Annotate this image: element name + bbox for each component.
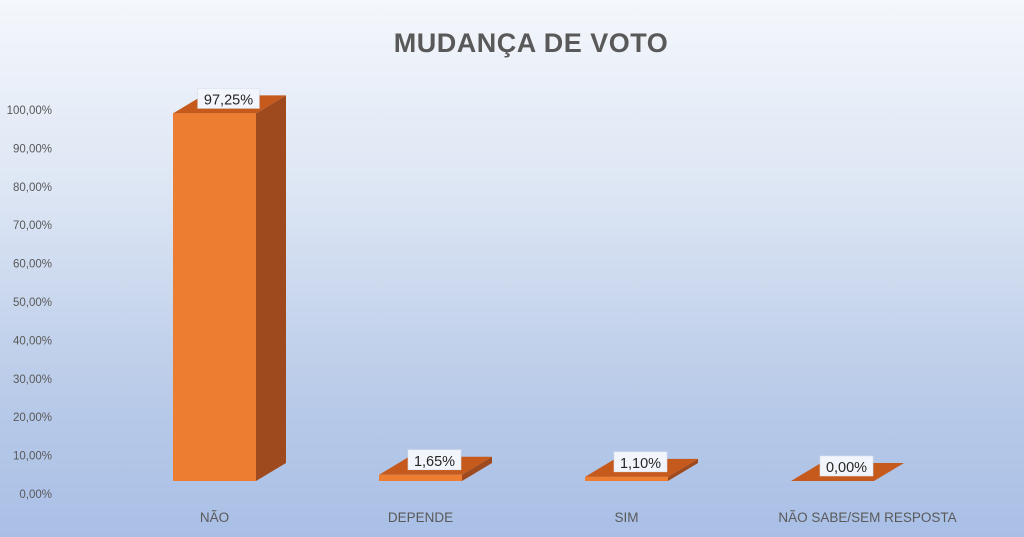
bars — [173, 95, 904, 482]
data-label: 0,00% — [826, 460, 867, 476]
x-tick-label: SIM — [614, 510, 638, 525]
data-label-box — [197, 88, 260, 109]
y-tick-label: 0,00% — [19, 489, 52, 501]
bar — [379, 474, 462, 481]
y-tick-label: 60,00% — [13, 259, 52, 271]
data-label-box — [407, 449, 462, 471]
y-axis: 0,00% 10,00% 20,00% 30,00% 40,00% 50,00% 60,00… — [7, 105, 52, 501]
data-labels: 97,25% 1,65% 1,10% 0,00% — [197, 88, 874, 477]
bar — [173, 113, 256, 482]
data-label-box — [613, 451, 668, 473]
bar — [585, 476, 668, 481]
x-tick-label: NÃO — [200, 510, 229, 525]
bar-side — [462, 456, 492, 481]
y-tick-label: 70,00% — [13, 220, 52, 232]
y-tick-label: 30,00% — [13, 374, 52, 386]
x-axis: NÃO DEPENDE SIM NÃO SABE/SEM RESPOSTA — [200, 510, 957, 525]
data-label: 1,65% — [414, 454, 455, 470]
data-label: 97,25% — [204, 92, 253, 108]
x-tick-label: DEPENDE — [388, 510, 453, 525]
bar-side — [668, 458, 698, 481]
chart-title: MUDANÇA DE VOTO — [394, 28, 669, 58]
y-tick-label: 90,00% — [13, 143, 52, 155]
data-label: 1,10% — [620, 456, 661, 472]
y-tick-label: 10,00% — [13, 451, 52, 463]
y-tick-label: 20,00% — [13, 412, 52, 424]
x-tick-label: NÃO SABE/SEM RESPOSTA — [778, 510, 956, 525]
data-label-box — [819, 455, 874, 477]
y-tick-label: 40,00% — [13, 335, 52, 347]
bar-side — [256, 95, 286, 482]
y-tick-label: 50,00% — [13, 297, 52, 309]
y-tick-label: 80,00% — [13, 182, 52, 194]
y-tick-label: 100,00% — [7, 105, 52, 117]
